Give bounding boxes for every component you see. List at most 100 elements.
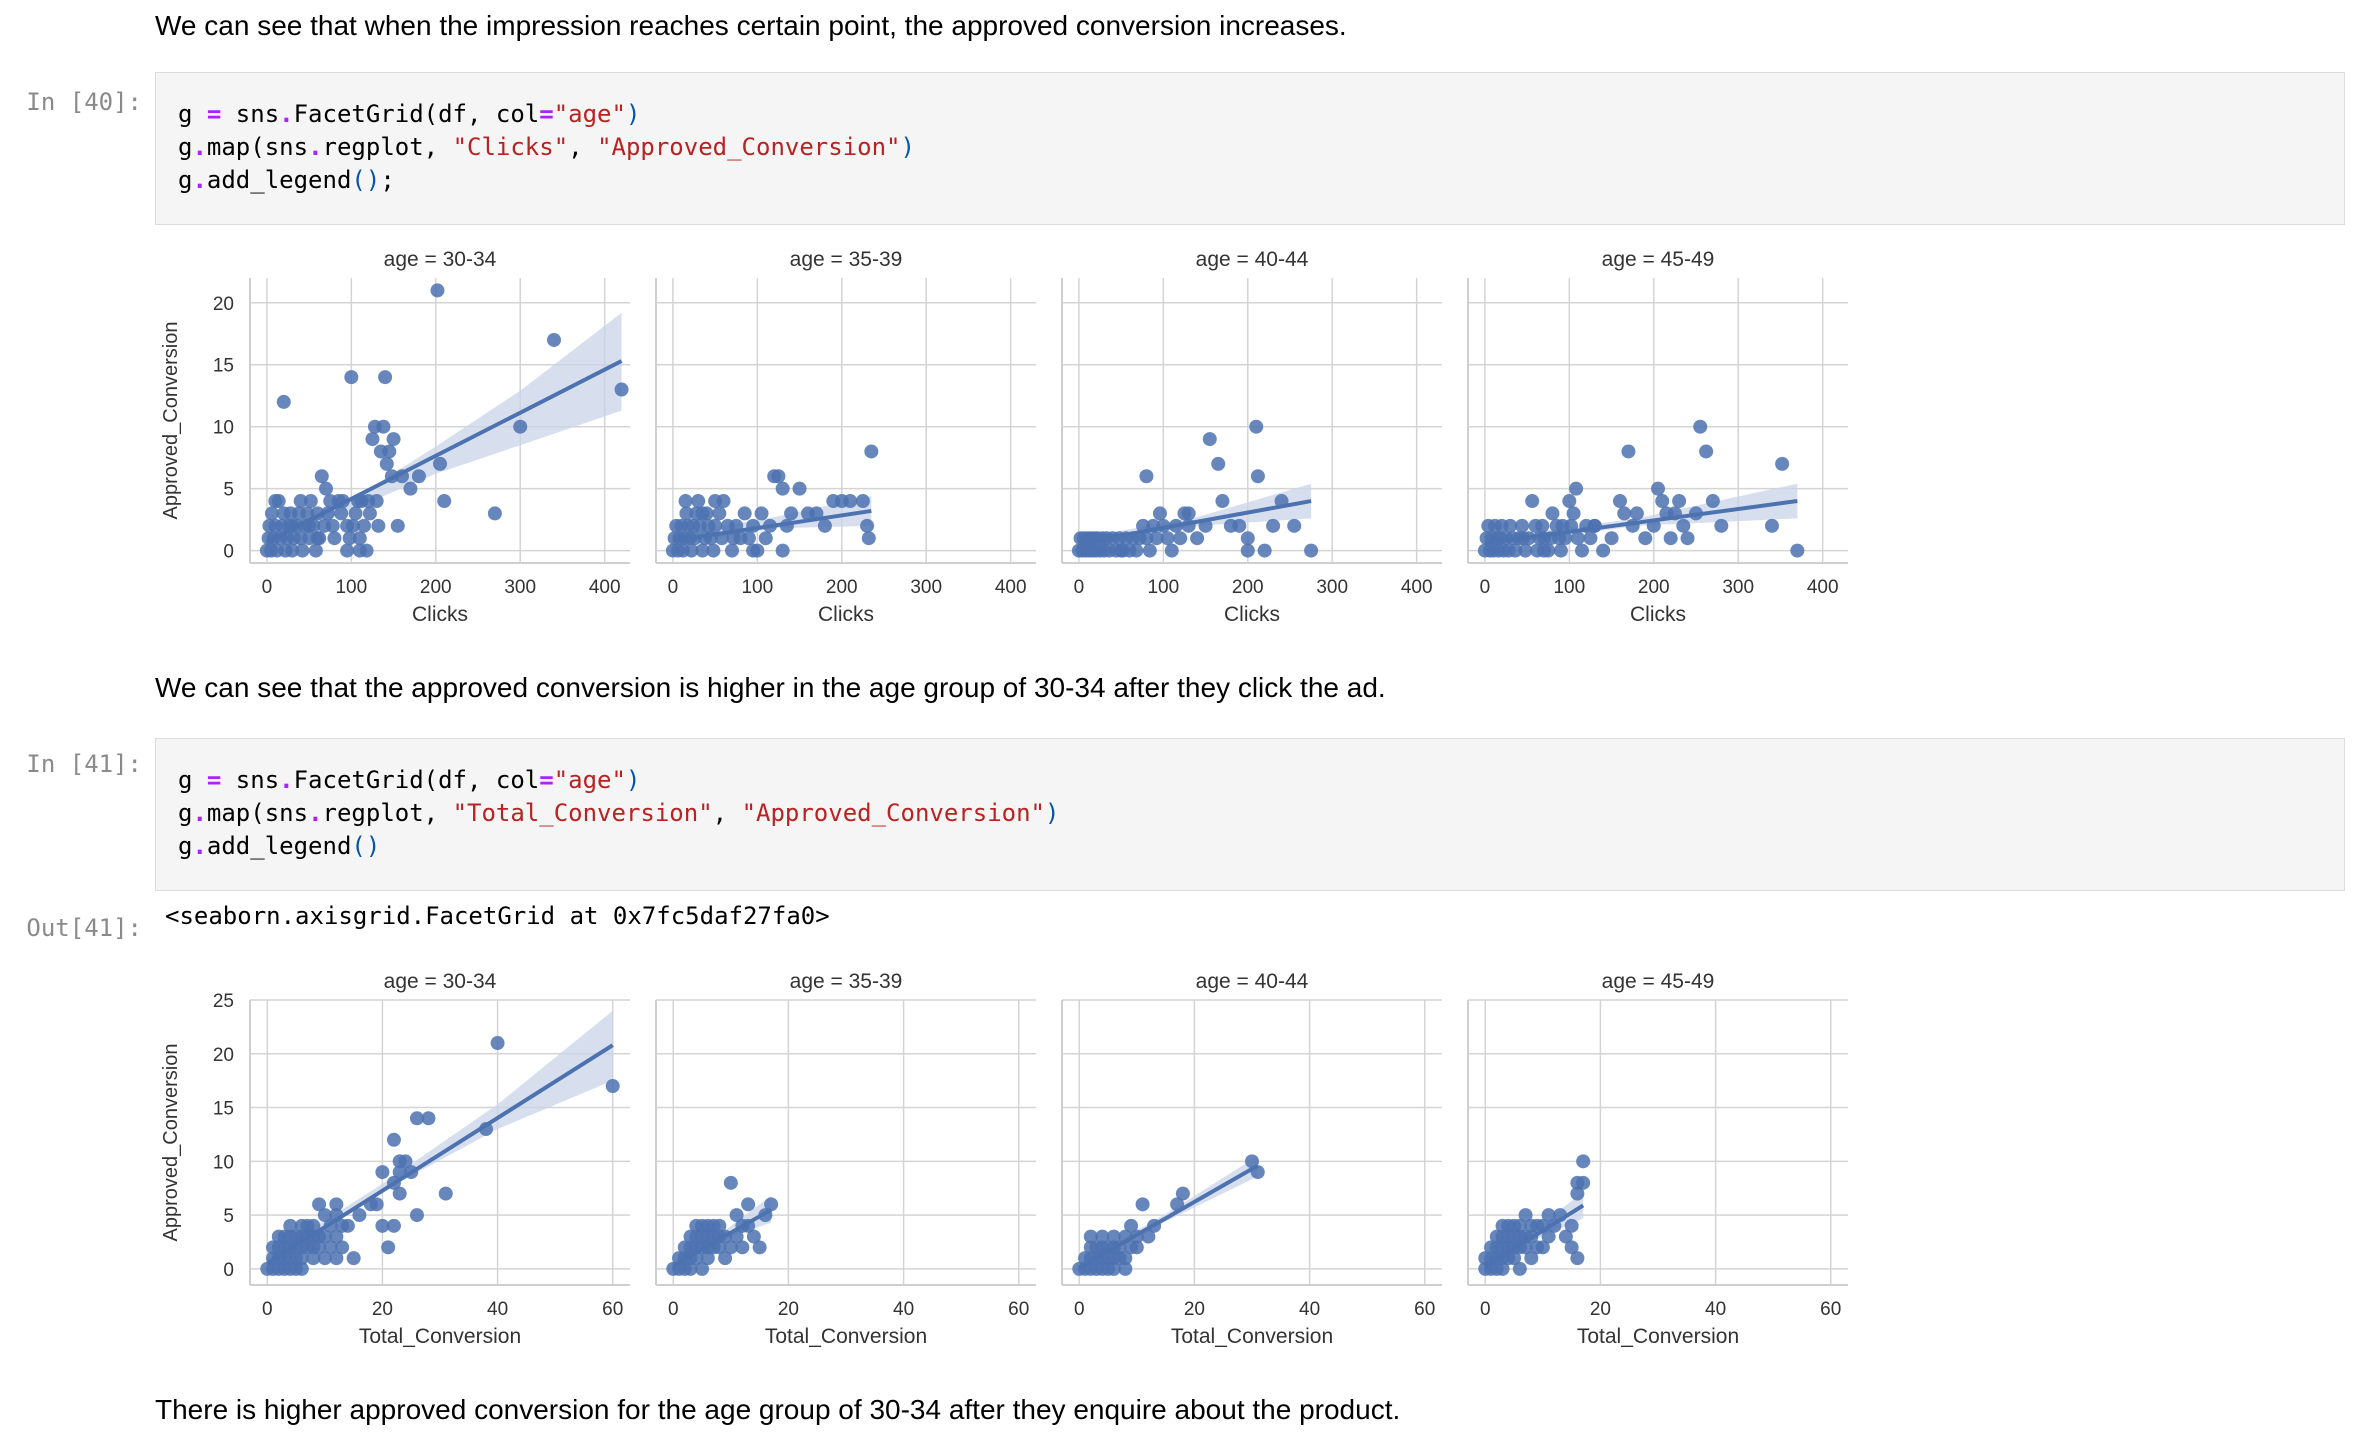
scatter-point [1714, 518, 1729, 533]
code-token: g [178, 100, 207, 128]
scatter-point [691, 494, 706, 509]
scatter-point [1215, 494, 1230, 509]
code-line[interactable]: g.map(sns.regplot, "Total_Conversion", "… [178, 797, 2322, 830]
scatter-point [1240, 543, 1255, 558]
scatter-point [323, 1240, 338, 1255]
x-axis-label: Clicks [1224, 603, 1280, 626]
regression-line [672, 508, 872, 543]
code-token: ) [1045, 799, 1060, 827]
scatter-point [1583, 531, 1598, 546]
x-tick-label: 300 [1722, 577, 1754, 598]
scatter-point [1287, 518, 1302, 533]
scatter-point [547, 332, 561, 347]
scatter-point [784, 506, 799, 521]
scatter-point [708, 518, 723, 533]
x-tick-label: 0 [668, 1299, 679, 1320]
scatter-point [1508, 543, 1523, 558]
code-line[interactable]: g = sns.FacetGrid(df, col="age") [178, 98, 2322, 131]
code-token: g [178, 133, 193, 161]
code-line[interactable]: g.map(sns.regplot, "Clicks", "Approved_C… [178, 131, 2322, 164]
scatter-point [266, 1240, 281, 1255]
scatter-point [1617, 506, 1632, 521]
x-tick-label: 20 [1590, 1299, 1611, 1320]
scatter-point [1141, 1229, 1156, 1244]
scatter-point [1621, 444, 1636, 459]
code-line[interactable]: g.add_legend(); [178, 164, 2322, 197]
regression-line [1484, 1203, 1585, 1269]
scatter-point [308, 543, 323, 558]
y-tick-label: 10 [213, 1152, 234, 1173]
code-editor-41[interactable]: g = sns.FacetGrid(df, col="age") g.map(sn… [178, 764, 2322, 863]
scatter-point [1541, 1229, 1556, 1244]
scatter-point [1149, 531, 1164, 546]
code-token: add_legend [206, 832, 352, 860]
code-token: . [192, 799, 207, 827]
scatter-point [306, 1251, 321, 1266]
scatter-point [1304, 543, 1319, 558]
scatter-point [741, 1197, 756, 1212]
y-tick-label: 10 [213, 418, 234, 439]
scatter-point [1202, 432, 1217, 447]
x-axis-label: Total_Conversion [359, 1325, 521, 1348]
scatter-point [1152, 506, 1167, 521]
scatter-point [737, 506, 752, 521]
scatter-point [1106, 1261, 1121, 1276]
code-token: "age" [553, 100, 626, 128]
scatter-point [1495, 1218, 1510, 1233]
x-tick-label: 20 [1184, 1299, 1205, 1320]
facet-title: age = 45-49 [1602, 248, 1715, 271]
scatter-point [294, 1261, 309, 1276]
code-token: regplot, [322, 799, 453, 827]
facet-panel: age = 35-39 0 20 40 60 Total_Conversion [655, 970, 1036, 1348]
scatter-point [1553, 543, 1568, 558]
scatter-point [283, 1218, 298, 1233]
scatter-point [369, 1197, 384, 1212]
scatter-point [1562, 494, 1577, 509]
scatter-point [1680, 531, 1695, 546]
markdown-cell-2: We can see that the approved conversion … [155, 672, 1386, 703]
scatter-point [1164, 543, 1179, 558]
scatter-point [329, 1197, 344, 1212]
x-tick-label: 200 [1232, 577, 1264, 598]
scatter-point [1629, 506, 1644, 521]
scatter-point [325, 518, 340, 533]
code-token: ) [625, 766, 641, 794]
scatter-point [1558, 1229, 1573, 1244]
scatter-point [430, 283, 445, 298]
scatter-point [1114, 543, 1129, 558]
code-cell-41[interactable]: g = sns.FacetGrid(df, col="age") g.map(sn… [155, 738, 2345, 891]
y-axis-label: Approved_Conversion [160, 1044, 182, 1242]
code-token: = [206, 100, 222, 128]
scatter-point [1512, 1261, 1527, 1276]
scatter-point [1655, 494, 1670, 509]
code-cell-40[interactable]: g = sns.FacetGrid(df, col="age") g.map(sn… [155, 72, 2345, 225]
facet-title: age = 30-34 [384, 248, 497, 271]
scatter-point [1613, 494, 1627, 509]
y-tick-label: 20 [213, 1045, 234, 1066]
scatter-point [678, 494, 693, 509]
scatter-point [319, 481, 333, 496]
scatter-point [490, 1036, 505, 1051]
scatter-point [752, 1240, 767, 1255]
scatter-point [695, 1261, 710, 1276]
scatter-point [746, 1229, 761, 1244]
scatter-point [294, 1251, 309, 1266]
scatter-point [346, 518, 361, 533]
scatter-point [310, 531, 325, 546]
code-token: map(sns [206, 133, 309, 161]
facet-panel: age = 40-44 0 100 200 300 400 Clicks [1061, 248, 1442, 626]
code-token: "Approved_Conversion" [597, 133, 901, 161]
code-line[interactable]: g = sns.FacetGrid(df, col="age") [178, 764, 2322, 797]
scatter-point [1495, 1261, 1510, 1276]
scatter-point [392, 1186, 407, 1201]
code-editor-40[interactable]: g = sns.FacetGrid(df, col="age") g.map(sn… [178, 98, 2322, 197]
scatter-point [1790, 543, 1805, 558]
scatter-point [1765, 518, 1779, 533]
scatter-point [1503, 518, 1518, 533]
code-token: . [279, 100, 294, 128]
code-token: ; [380, 166, 395, 194]
scatter-point [317, 1251, 332, 1266]
scatter-point [1507, 1251, 1522, 1266]
code-line[interactable]: g.add_legend() [178, 830, 2322, 863]
scatter-point [683, 1261, 698, 1276]
